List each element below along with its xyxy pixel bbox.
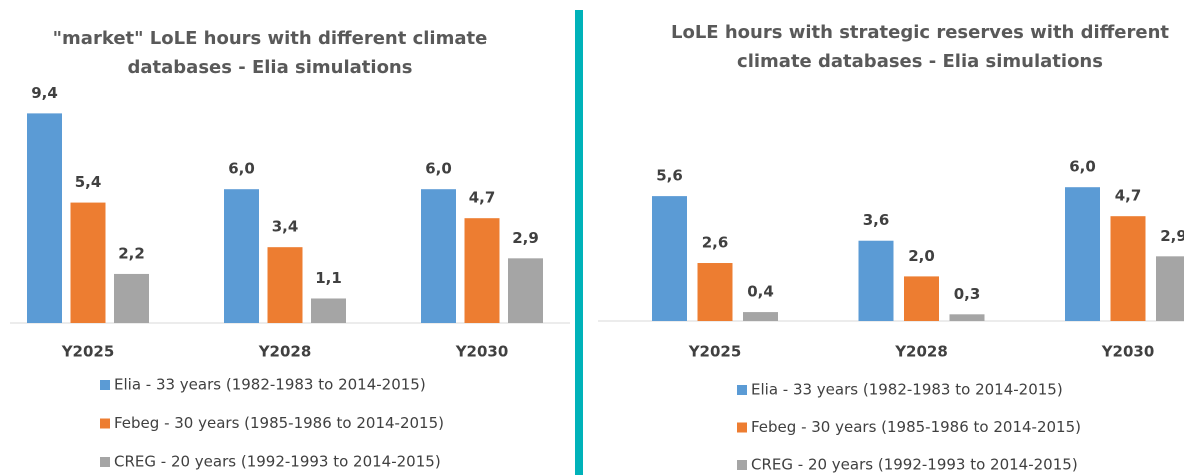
legend-swatch (737, 422, 747, 433)
bar (1110, 216, 1146, 321)
x-tick-label: Y2028 (894, 343, 948, 361)
data-label: 9,4 (31, 84, 58, 102)
legend-label: Elia - 33 years (1982-1983 to 2014-2015) (114, 376, 426, 394)
x-tick-label: Y2025 (61, 343, 115, 361)
legend-label: Febeg - 30 years (1985-1986 to 2014-2015… (114, 414, 444, 432)
legend-label: CREG - 20 years (1992-1993 to 2014-2015) (751, 456, 1078, 474)
bar (1156, 256, 1184, 321)
data-label: 2,9 (512, 229, 539, 247)
bar (904, 276, 939, 321)
data-label: 4,7 (1115, 187, 1142, 205)
x-tick-label: Y2028 (258, 343, 312, 361)
bar (1065, 187, 1100, 321)
legend-label: CREG - 20 years (1992-1993 to 2014-2015) (114, 453, 441, 471)
bar (464, 218, 500, 323)
data-label: 2,2 (118, 244, 145, 262)
data-label: 3,6 (863, 211, 890, 229)
legend-label: Febeg - 30 years (1985-1986 to 2014-2015… (751, 418, 1081, 436)
legend-swatch (737, 460, 747, 470)
legend-swatch (737, 385, 747, 395)
data-label: 5,6 (656, 167, 683, 185)
data-label: 5,4 (75, 173, 102, 191)
data-label: 2,9 (1160, 227, 1184, 245)
bar (421, 189, 456, 323)
data-label: 1,1 (315, 269, 342, 287)
bar (114, 273, 149, 323)
legend-swatch (100, 380, 110, 390)
bar (743, 312, 778, 321)
bar (858, 240, 894, 321)
data-label: 6,0 (228, 160, 255, 178)
x-tick-label: Y2030 (455, 343, 509, 361)
data-label: 2,6 (702, 234, 729, 252)
data-label: 0,4 (747, 283, 774, 301)
data-label: 0,3 (954, 285, 981, 303)
bar (652, 196, 687, 321)
bar (311, 298, 346, 323)
legend-swatch (100, 457, 110, 467)
bar (224, 189, 259, 323)
x-tick-label: Y2025 (688, 343, 742, 361)
bar (70, 202, 106, 323)
data-label: 3,4 (272, 218, 299, 236)
bar (27, 113, 62, 323)
divider (575, 10, 583, 475)
data-label: 6,0 (425, 160, 452, 178)
bar (697, 263, 733, 321)
data-label: 2,0 (908, 247, 935, 265)
bar (267, 247, 303, 323)
bar (949, 314, 985, 321)
chart-title: LoLE hours with strategic reserves with … (671, 22, 1169, 72)
legend-swatch (100, 418, 110, 429)
data-label: 4,7 (469, 189, 496, 207)
chart-title: "market" LoLE hours with different clima… (52, 28, 488, 78)
x-tick-label: Y2030 (1101, 343, 1155, 361)
data-label: 6,0 (1069, 158, 1096, 176)
legend-label: Elia - 33 years (1982-1983 to 2014-2015) (751, 381, 1063, 399)
bar (508, 258, 543, 323)
